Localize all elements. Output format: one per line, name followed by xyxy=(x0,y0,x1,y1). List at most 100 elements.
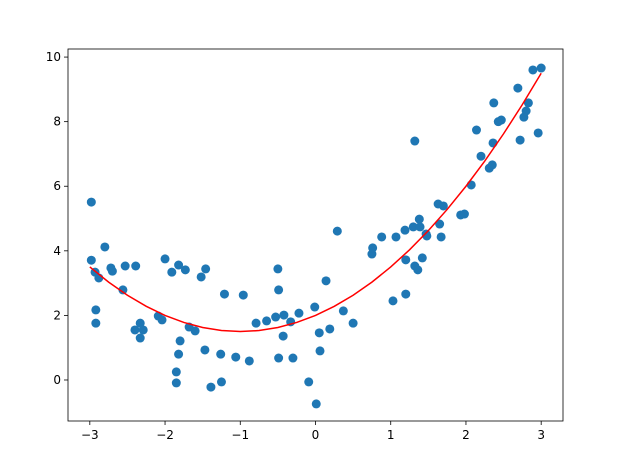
scatter-point xyxy=(294,308,304,318)
scatter-point xyxy=(513,83,523,93)
scatter-point xyxy=(200,345,210,355)
scatter-point xyxy=(414,214,424,224)
scatter-point xyxy=(466,180,476,190)
scatter-point xyxy=(171,378,181,388)
scatter-point xyxy=(388,296,398,306)
scatter-point xyxy=(368,243,378,253)
scatter-point xyxy=(487,160,497,170)
scatter-point xyxy=(488,138,498,148)
scatter-point xyxy=(459,209,469,219)
scatter-point xyxy=(107,266,117,276)
scatter-point xyxy=(401,255,411,265)
scatter-point xyxy=(496,115,506,125)
scatter-point xyxy=(157,315,167,325)
scatter-point xyxy=(408,222,418,232)
scatter-point xyxy=(180,265,190,275)
scatter-point xyxy=(174,260,184,270)
scatter-point xyxy=(348,318,358,328)
scatter-point xyxy=(138,325,148,335)
scatter-point xyxy=(100,242,110,252)
scatter-point xyxy=(118,285,128,295)
scatter-point xyxy=(216,377,226,387)
scatter-point xyxy=(476,151,486,161)
scatter-point xyxy=(533,128,543,138)
scatter-point xyxy=(231,352,241,362)
scatter-point xyxy=(167,267,177,277)
x-tick-label: 2 xyxy=(462,428,470,442)
scatter-point xyxy=(279,310,289,320)
scatter-point xyxy=(415,222,425,232)
scatter-point xyxy=(278,331,288,341)
scatter-point xyxy=(410,136,420,146)
scatter-point xyxy=(391,232,401,242)
scatter-point xyxy=(251,318,261,328)
scatter-point xyxy=(135,318,145,328)
scatter-point xyxy=(528,65,538,75)
x-tick-label: −1 xyxy=(231,428,249,442)
scatter-point xyxy=(332,226,342,236)
scatter-point xyxy=(174,349,184,359)
scatter-point xyxy=(536,63,546,73)
scatter-point xyxy=(288,353,298,363)
scatter-point xyxy=(201,264,211,274)
scatter-point xyxy=(438,201,448,211)
scatter-point xyxy=(130,325,140,335)
scatter-point xyxy=(417,253,427,263)
scatter-point xyxy=(274,353,284,363)
scatter-point xyxy=(86,255,96,265)
scatter-point xyxy=(244,356,254,366)
x-tick-label: 1 xyxy=(387,428,395,442)
scatter-point xyxy=(521,106,531,116)
scatter-point xyxy=(436,232,446,242)
scatter-point xyxy=(86,197,96,207)
x-tick-label: 0 xyxy=(312,428,320,442)
scatter-point xyxy=(160,254,170,264)
y-tick-label: 0 xyxy=(53,373,61,387)
scatter-point xyxy=(206,382,216,392)
y-tick-label: 6 xyxy=(53,179,61,193)
scatter-point xyxy=(523,98,533,108)
x-tick-label: −2 xyxy=(156,428,174,442)
y-tick-label: 4 xyxy=(53,244,61,258)
fit-line xyxy=(89,72,542,333)
y-tick-label: 10 xyxy=(46,50,61,64)
scatter-point xyxy=(120,261,130,271)
scatter-point xyxy=(262,316,272,326)
scatter-point xyxy=(190,326,200,336)
x-tick-label: −3 xyxy=(81,428,99,442)
scatter-point xyxy=(338,306,348,316)
scatter-point xyxy=(304,377,314,387)
scatter-point xyxy=(400,225,410,235)
scatter-point xyxy=(315,346,325,356)
scatter-point xyxy=(515,135,525,145)
plot-frame xyxy=(67,48,564,422)
scatter-point xyxy=(171,367,181,377)
scatter-point xyxy=(274,285,284,295)
scatter-point xyxy=(314,328,324,338)
scatter-point xyxy=(91,318,101,328)
scatter-point xyxy=(471,125,481,135)
y-tick-label: 8 xyxy=(53,115,61,129)
scatter-point xyxy=(175,336,185,346)
scatter-point xyxy=(413,265,423,275)
scatter-point xyxy=(321,276,331,286)
scatter-point xyxy=(489,98,499,108)
scatter-point xyxy=(271,312,281,322)
scatter-point xyxy=(377,232,387,242)
scatter-point xyxy=(435,219,445,229)
scatter-point xyxy=(325,324,335,334)
scatter-point xyxy=(196,272,206,282)
x-tick-label: 3 xyxy=(537,428,545,442)
scatter-point xyxy=(401,289,411,299)
scatter-point xyxy=(131,261,141,271)
scatter-point xyxy=(216,349,226,359)
scatter-point xyxy=(219,289,229,299)
scatter-point xyxy=(311,399,321,409)
scatter-point xyxy=(91,305,101,315)
scatter-point xyxy=(238,290,248,300)
scatter-point xyxy=(135,333,145,343)
y-tick-label: 2 xyxy=(53,308,61,322)
